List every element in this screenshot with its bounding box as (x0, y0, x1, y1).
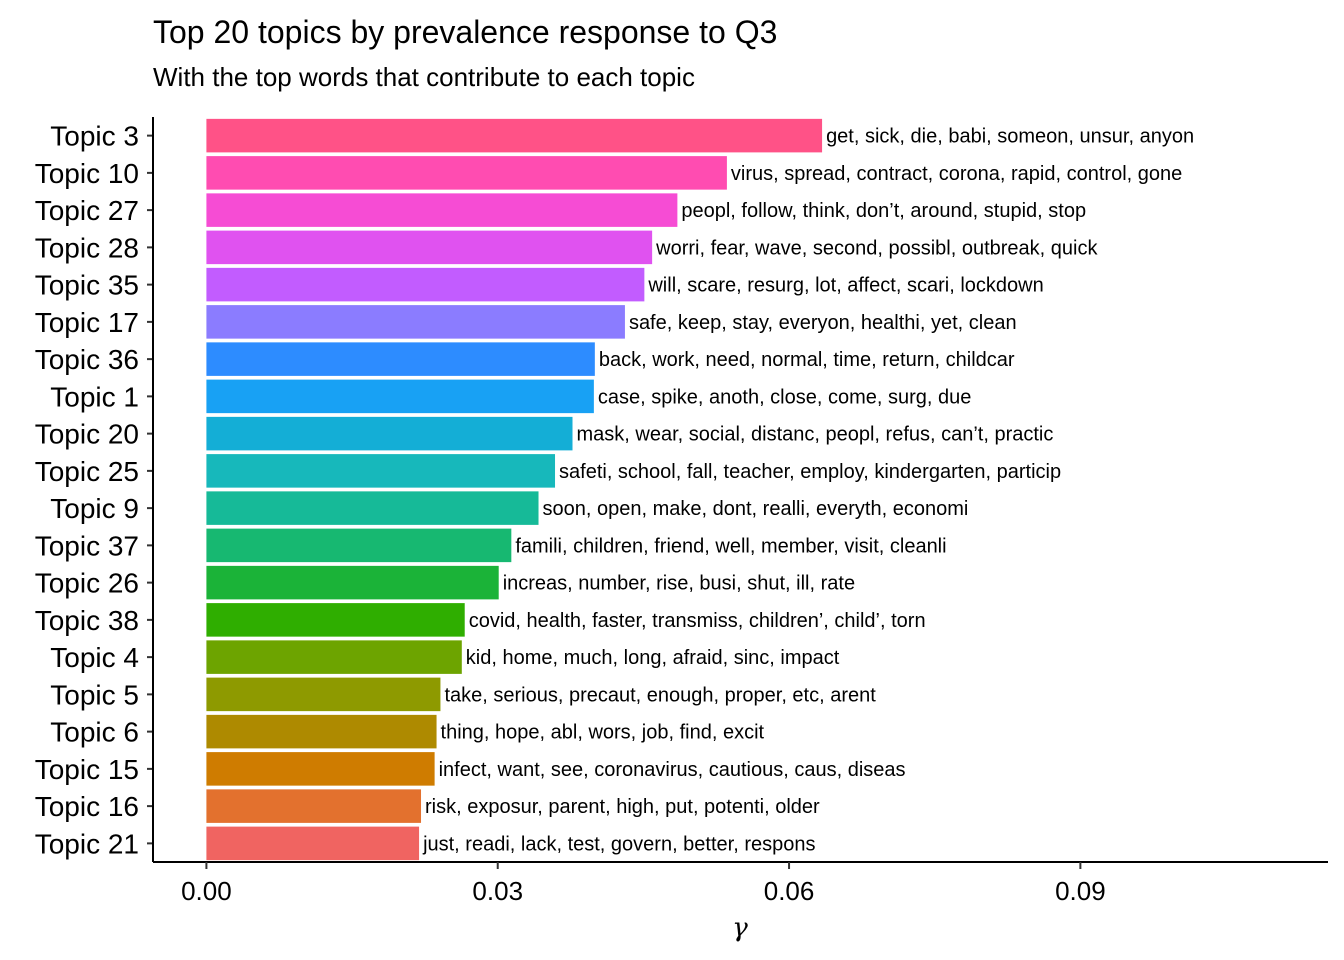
bar-topic-35 (206, 267, 645, 302)
y-tick-label: Topic 37 (35, 530, 139, 561)
bar-topic-20 (206, 416, 573, 451)
bar-topic-36 (206, 342, 595, 376)
bar-topic-10 (206, 156, 727, 190)
bar-label: peopl, follow, think, don’t, around, stu… (681, 200, 1086, 222)
bar-label: take, serious, precaut, enough, proper, … (444, 684, 876, 706)
bar-topic-27 (206, 193, 678, 227)
y-tick-label: Topic 20 (35, 419, 139, 450)
x-tick-label: 0.09 (1055, 876, 1106, 906)
bar-label: virus, spread, contract, corona, rapid, … (731, 163, 1182, 185)
y-axis: Topic 3 Topic 10 Topic 27 Topic 28 Topic 35 T… (35, 117, 154, 862)
bar-topic-25 (206, 454, 556, 488)
bar-label: safe, keep, stay, everyon, healthi, yet,… (629, 312, 1017, 334)
bar-label: back, work, need, normal, time, return, … (599, 349, 1015, 371)
y-tick-label: Topic 9 (50, 493, 139, 524)
bar-topic-26 (206, 565, 499, 600)
bar-topic-16 (206, 789, 422, 823)
x-tick-label: 0.06 (764, 876, 815, 906)
bar-topic-1 (206, 379, 594, 414)
bar-label: famili, children, friend, well, member, … (515, 535, 946, 557)
bar-topic-17 (206, 305, 625, 339)
y-tick-label: Topic 38 (35, 605, 139, 636)
y-tick-label: Topic 26 (35, 568, 139, 599)
bar-topic-28 (206, 230, 653, 265)
y-tick-label: Topic 5 (50, 679, 139, 710)
x-axis: 0.00 0.03 0.06 0.09 (153, 861, 1328, 906)
bars-group (206, 118, 823, 861)
y-tick-label: Topic 1 (50, 381, 139, 412)
bar-topic-15 (206, 752, 435, 786)
bar-topic-9 (206, 491, 539, 525)
bar-label: worri, fear, wave, second, possibl, outb… (655, 237, 1098, 259)
y-tick-label: Topic 10 (35, 158, 139, 189)
bar-label: infect, want, see, coronavirus, cautious… (439, 759, 906, 781)
bar-label: safeti, school, fall, teacher, employ, k… (559, 461, 1061, 483)
bar-topic-5 (206, 677, 441, 712)
bar-labels-group: get, sick, die, babi, someon, unsur, any… (422, 126, 1194, 856)
y-tick-label: Topic 36 (35, 344, 139, 375)
y-tick-label: Topic 27 (35, 195, 139, 226)
y-tick-label: Topic 28 (35, 232, 139, 263)
bar-label: will, scare, resurg, lot, affect, scari,… (647, 275, 1043, 297)
bar-topic-37 (206, 528, 512, 563)
bar-topic-6 (206, 714, 437, 749)
y-tick-label: Topic 6 (50, 717, 139, 748)
y-tick-label: Topic 17 (35, 307, 139, 338)
bar-label: mask, wear, social, distanc, peopl, refu… (577, 424, 1054, 446)
y-tick-label: Topic 4 (50, 642, 139, 673)
bar-label: covid, health, faster, transmiss, childr… (469, 610, 926, 632)
bar-label: soon, open, make, dont, realli, everyth,… (543, 498, 969, 520)
bar-label: get, sick, die, babi, someon, unsur, any… (826, 126, 1194, 148)
bar-label: risk, exposur, parent, high, put, potent… (425, 796, 820, 818)
y-tick-label: Topic 3 (50, 121, 139, 152)
chart-title: Top 20 topics by prevalence response to … (153, 14, 778, 50)
bar-topic-38 (206, 603, 465, 637)
bar-label: case, spike, anoth, close, come, surg, d… (598, 386, 972, 408)
y-tick-label: Topic 16 (35, 791, 139, 822)
bar-label: increas, number, rise, busi, shut, ill, … (503, 573, 855, 595)
x-tick-label: 0.00 (181, 876, 232, 906)
bar-topic-3 (206, 118, 823, 153)
y-tick-label: Topic 35 (35, 270, 139, 301)
bar-topic-4 (206, 640, 462, 674)
bar-label: thing, hope, abl, wors, job, find, excit (441, 722, 765, 744)
bar-label: kid, home, much, long, afraid, sinc, imp… (466, 647, 840, 669)
x-axis-title: γ (732, 913, 748, 943)
chart-subtitle: With the top words that contribute to ea… (153, 62, 695, 92)
bar-topic-21 (206, 826, 420, 861)
bar-label: just, readi, lack, test, govern, better,… (422, 833, 815, 855)
x-tick-label: 0.03 (472, 876, 523, 906)
y-tick-label: Topic 15 (35, 754, 139, 785)
y-tick-label: Topic 21 (35, 828, 139, 859)
y-tick-label: Topic 25 (35, 456, 139, 487)
